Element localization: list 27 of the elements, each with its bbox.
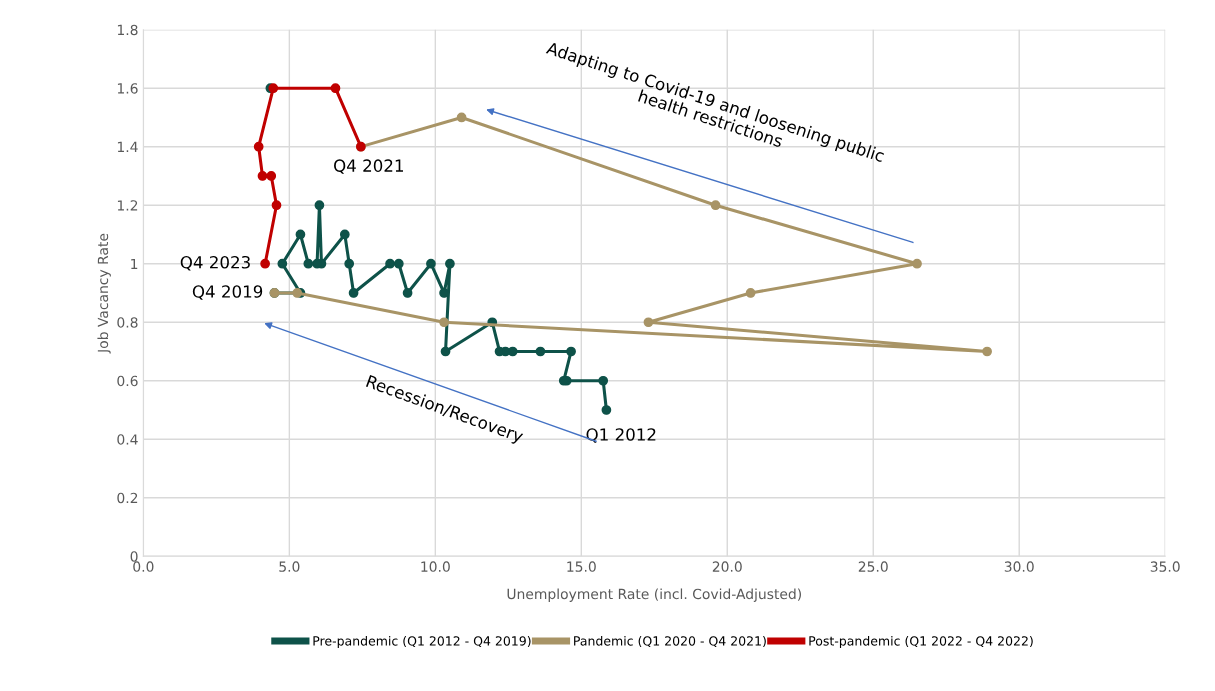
y-tick-label: 0.4: [117, 434, 138, 445]
legend-label: Post-pandemic (Q1 2022 - Q4 2022): [809, 635, 1033, 649]
x-tick-label: 10.0: [421, 561, 450, 572]
legend-label: Pandemic (Q1 2020 - Q4 2021): [574, 635, 766, 648]
y-tick-label: 1: [131, 258, 138, 270]
y-tick-label: 0.6: [117, 375, 138, 387]
y-tick-label: 0.8: [117, 317, 138, 328]
y-tick-label: 1.4: [117, 141, 138, 152]
y-tick-label: 1.6: [117, 83, 138, 94]
x-tick-label: 0.0: [133, 561, 154, 572]
legend-label: Pre-pandemic (Q1 2012 - Q4 2019): [313, 635, 531, 649]
y-tick-label: 0: [130, 551, 138, 562]
x-tick-label: 20.0: [712, 561, 742, 572]
annotation: Q1 2012: [586, 428, 656, 443]
annotation: Q4 2019: [192, 285, 263, 300]
x-tick-label: 5.0: [279, 561, 300, 572]
x-tick-label: 15.0: [567, 561, 596, 572]
x-tick-label: 35.0: [1150, 561, 1180, 572]
x-tick-label: 30.0: [1004, 561, 1034, 572]
annotation: Q4 2023: [180, 255, 250, 271]
y-tick-label: 1.2: [117, 200, 138, 211]
y-tick-label: 1.8: [117, 24, 138, 36]
y-axis-title: Job Vacancy Rate: [97, 233, 111, 354]
x-tick-label: 25.0: [858, 561, 888, 572]
y-tick-label: 0.2: [117, 492, 138, 504]
annotation: Q4 2021: [334, 159, 403, 174]
x-axis-title: Unemployment Rate (incl. Covid-Adjusted): [507, 588, 801, 602]
